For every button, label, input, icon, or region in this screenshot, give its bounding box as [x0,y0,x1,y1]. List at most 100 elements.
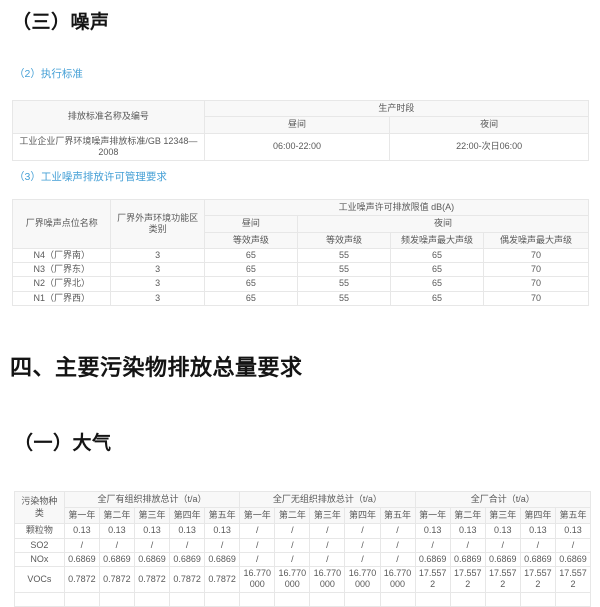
table-row: SO2 / / / / / / / / / / / / / / / [14,537,592,553]
year-header: 第四年 [344,506,381,525]
value-cell: / [274,537,311,553]
pollutant-name-cell: VOCs [14,566,65,593]
table-row: 颗粒物 0.13 0.13 0.13 0.13 0.13 / / / / / 0… [14,523,592,539]
value-cell: 0.6869 [414,551,451,568]
day-period-header: 昼间 [203,116,391,134]
table-row: 工业企业厂界环境噪声排放标准/GB 12348—2008 06:00-22:00… [12,132,589,161]
value-cell: 70 [483,261,589,278]
value-cell: 0.13 [204,523,241,539]
value-cell: / [274,523,311,539]
value-cell: / [309,551,346,568]
value-cell: 0.13 [484,523,521,539]
year-header: 第五年 [204,506,241,525]
value-cell: 0.13 [169,523,206,539]
plant-total-header: 全厂合计（t/a） [414,490,592,509]
year-header: 第三年 [309,506,346,525]
subsection-noise-permit-title: （3）工业噪声排放许可管理要求 [14,171,167,183]
value-cell: / [414,537,451,553]
value-cell: / [449,537,486,553]
value-cell: 65 [389,290,485,306]
value-cell: / [133,537,171,553]
value-cell: / [309,523,346,539]
pollutant-name-cell: 颗粒物 [14,523,65,539]
value-cell: 0.6869 [133,551,171,568]
value-cell: 0.6869 [63,551,100,568]
value-cell: 0.7872 [98,566,135,593]
pollutant-name-cell: SO2 [14,537,65,553]
table-row-partial [14,591,592,607]
noise-point-header: 厂界噪声点位名称 [11,199,112,249]
value-cell: 16.770000 [379,566,416,593]
value-cell: / [239,551,276,568]
value-cell: / [379,551,416,568]
value-cell: 0.7872 [63,566,100,593]
value-cell: / [63,537,100,553]
value-cell: / [344,551,381,568]
table-row: N2（厂界北） 3 65 55 65 70 [11,276,589,292]
year-header: 第四年 [519,506,556,525]
value-cell: 0.6869 [554,551,592,568]
value-cell: 55 [297,247,391,264]
value-cell: 55 [297,276,391,292]
year-header: 第五年 [379,506,416,525]
night-header: 夜间 [297,215,589,233]
value-cell: 17.5572 [484,566,521,593]
noise-standard-table: 排放标准名称及编号 生产时段 昼间 夜间 工业企业厂界环境噪声排放标准/GB 1… [12,99,590,161]
value-cell: 16.770000 [344,566,381,593]
pollutant-type-header: 污染物种类 [14,490,65,525]
point-name-cell: N1（厂界西） [11,290,112,306]
year-header: 第一年 [239,506,276,525]
zone-cell: 3 [110,290,205,306]
table-row: N4（厂界南） 3 65 55 65 70 [11,247,589,264]
year-header: 第三年 [484,506,521,525]
value-cell: / [379,523,416,539]
value-cell: 65 [203,290,299,306]
section-total-emission-title: 四、主要污染物排放总量要求 [10,354,303,380]
night-time-cell: 22:00-次日06:00 [389,132,589,161]
frequent-max-level-header: 频发噪声最大声级 [389,231,485,249]
value-cell: 0.7872 [204,566,241,593]
zone-cell: 3 [110,276,205,292]
value-cell: 65 [389,247,485,264]
year-header: 第二年 [274,506,311,525]
value-cell: 55 [297,261,391,278]
production-period-header: 生产时段 [203,99,590,118]
subsection-exec-standard-title: （2）执行标准 [14,68,83,80]
year-header: 第三年 [133,506,171,525]
value-cell: 0.6869 [449,551,486,568]
year-header: 第一年 [414,506,451,525]
value-cell: 65 [389,261,485,278]
value-cell: 0.6869 [169,551,206,568]
day-header: 昼间 [203,215,299,233]
value-cell: / [274,551,311,568]
value-cell: 17.5572 [414,566,451,593]
year-header: 第一年 [63,506,100,525]
value-cell: 0.13 [98,523,135,539]
value-cell: 70 [483,290,589,306]
standard-name-cell: 工业企业厂界环境噪声排放标准/GB 12348—2008 [12,132,205,161]
point-name-cell: N2（厂界北） [11,276,112,292]
air-emission-total-table: 污染物种类 全厂有组织排放总计（t/a） 全厂无组织排放总计（t/a） 全厂合计… [14,490,592,607]
day-time-cell: 06:00-22:00 [203,132,391,161]
night-period-header: 夜间 [389,116,589,134]
standard-name-header: 排放标准名称及编号 [12,100,205,134]
occasional-max-level-header: 偶发噪声最大声级 [483,231,589,249]
value-cell: 17.5572 [449,566,486,593]
value-cell: 0.13 [554,523,592,539]
value-cell: 0.7872 [169,566,206,593]
zone-class-header: 厂界外声环境功能区类别 [110,199,205,249]
year-header: 第二年 [449,506,486,525]
value-cell: 0.6869 [98,551,135,568]
value-cell: 0.13 [133,523,171,539]
value-cell: 0.13 [519,523,556,539]
value-cell: 0.6869 [204,551,241,568]
value-cell: / [554,537,592,553]
value-cell: 0.13 [63,523,100,539]
value-cell: / [379,537,416,553]
equivalent-level-night-header: 等效声级 [297,231,391,249]
value-cell: 17.5572 [554,566,592,593]
pollutant-name-cell: NOx [14,551,65,568]
zone-cell: 3 [110,261,205,278]
table-row: N3（厂界东） 3 65 55 65 70 [11,261,589,278]
value-cell: 55 [297,290,391,306]
